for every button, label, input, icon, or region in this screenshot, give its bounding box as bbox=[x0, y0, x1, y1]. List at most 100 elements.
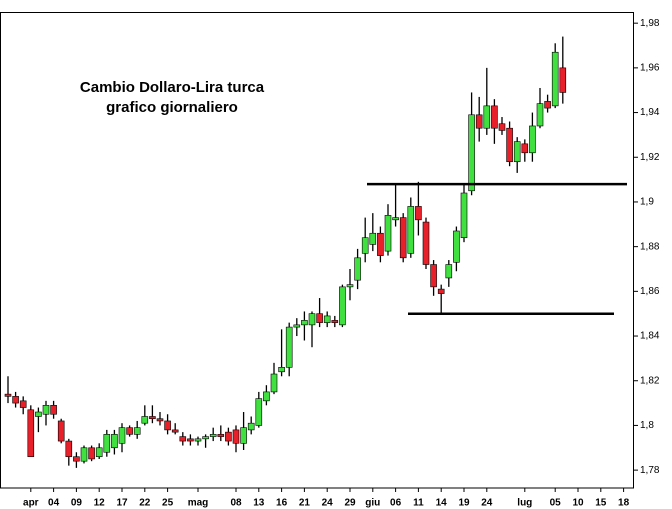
y-tick-label: 1,78 bbox=[640, 465, 660, 476]
x-tick-label: 25 bbox=[162, 498, 174, 509]
candle-body bbox=[544, 101, 551, 109]
x-tick-label: 12 bbox=[94, 498, 106, 509]
y-tick-label: 1,8 bbox=[640, 420, 654, 431]
x-tick-label: 04 bbox=[48, 498, 60, 509]
candle-body bbox=[521, 143, 529, 154]
candle-body bbox=[133, 427, 141, 435]
candle-body bbox=[316, 313, 323, 323]
candle-body bbox=[217, 434, 225, 437]
x-tick-label: mag bbox=[188, 498, 209, 509]
candle-body bbox=[483, 105, 491, 129]
candle-body bbox=[118, 427, 126, 444]
candle-body bbox=[247, 422, 255, 431]
candle-body bbox=[164, 420, 171, 431]
y-tick-label: 1,94 bbox=[640, 107, 660, 118]
candle-body bbox=[475, 114, 483, 129]
x-tick-label: 22 bbox=[139, 498, 151, 509]
candle-body bbox=[19, 400, 27, 408]
candle-body bbox=[308, 313, 316, 326]
candle-body bbox=[399, 217, 407, 259]
candle-body bbox=[35, 411, 42, 417]
candle-body bbox=[202, 436, 209, 440]
x-tick-label: 05 bbox=[550, 498, 562, 509]
candle-body bbox=[384, 215, 392, 252]
y-tick-label: 1,88 bbox=[640, 241, 660, 252]
x-tick-label: 24 bbox=[481, 498, 493, 509]
candle-body bbox=[559, 67, 567, 93]
candle-body bbox=[445, 264, 453, 279]
candle-body bbox=[551, 51, 559, 107]
candle-body bbox=[156, 418, 164, 422]
candle-body bbox=[369, 232, 377, 245]
y-tick-label: 1,86 bbox=[640, 286, 660, 297]
candle-body bbox=[278, 367, 285, 373]
candle-body bbox=[430, 264, 437, 288]
candle-body bbox=[354, 257, 361, 281]
candle-body bbox=[50, 405, 57, 415]
candle-body bbox=[126, 427, 133, 435]
y-tick-label: 1,92 bbox=[640, 152, 660, 163]
x-tick-label: 10 bbox=[572, 498, 584, 509]
x-tick-label: 29 bbox=[344, 498, 356, 509]
candle-body bbox=[331, 320, 339, 323]
candle-body bbox=[73, 456, 80, 462]
candle-body bbox=[468, 114, 475, 192]
candle-body bbox=[88, 447, 95, 460]
x-tick-label: 09 bbox=[71, 498, 83, 509]
candle-body bbox=[422, 221, 430, 265]
x-tick-label: lug bbox=[517, 498, 532, 509]
candle-body bbox=[407, 206, 415, 254]
y-tick-label: 1,9 bbox=[640, 197, 654, 208]
candle-body bbox=[57, 420, 65, 442]
y-tick-label: 1,82 bbox=[640, 375, 660, 386]
candle-body bbox=[65, 440, 73, 458]
candle-body bbox=[141, 416, 149, 424]
candle-body bbox=[392, 217, 399, 221]
x-tick-label: 08 bbox=[230, 498, 242, 509]
candle-body bbox=[377, 232, 384, 256]
x-tick-label: 13 bbox=[253, 498, 265, 509]
candle-body bbox=[179, 436, 187, 442]
x-tick-label: 16 bbox=[276, 498, 288, 509]
candle-body bbox=[293, 324, 301, 328]
candle-body bbox=[4, 393, 12, 397]
candle-body bbox=[103, 434, 111, 453]
candle-body bbox=[339, 286, 346, 326]
x-tick-label: apr bbox=[23, 498, 39, 509]
candle-body bbox=[415, 206, 422, 221]
candle-body bbox=[111, 434, 118, 449]
candle-body bbox=[506, 127, 513, 163]
x-tick-label: 14 bbox=[436, 498, 448, 509]
candle-body bbox=[187, 438, 194, 442]
candle-body bbox=[453, 230, 460, 263]
candle-body bbox=[194, 438, 202, 442]
x-tick-label: 18 bbox=[618, 498, 630, 509]
candle-body bbox=[42, 405, 50, 415]
candle-body bbox=[323, 315, 331, 323]
y-tick-label: 1,96 bbox=[640, 63, 660, 74]
y-tick-label: 1,84 bbox=[640, 331, 660, 342]
x-tick-label: giu bbox=[365, 498, 380, 509]
candle-body bbox=[270, 373, 278, 393]
x-tick-label: 21 bbox=[299, 498, 311, 509]
plot-frame bbox=[0, 12, 634, 489]
candle-body bbox=[361, 237, 369, 254]
candle-body bbox=[491, 105, 498, 129]
x-tick-label: 15 bbox=[595, 498, 607, 509]
x-tick-label: 24 bbox=[322, 498, 334, 509]
candle-body bbox=[346, 284, 354, 288]
candle-body bbox=[529, 125, 536, 154]
candle-body bbox=[285, 326, 293, 368]
candle-body bbox=[149, 416, 156, 420]
x-tick-label: 17 bbox=[116, 498, 128, 509]
candle-body bbox=[27, 409, 35, 458]
chart-title: Cambio Dollaro-Lira turca bbox=[80, 79, 265, 96]
candle-body bbox=[498, 123, 506, 131]
x-tick-label: 19 bbox=[458, 498, 470, 509]
candle-body bbox=[460, 192, 468, 239]
candle-body bbox=[80, 447, 88, 462]
candle-body bbox=[240, 427, 247, 444]
x-tick-label: 11 bbox=[413, 498, 424, 509]
